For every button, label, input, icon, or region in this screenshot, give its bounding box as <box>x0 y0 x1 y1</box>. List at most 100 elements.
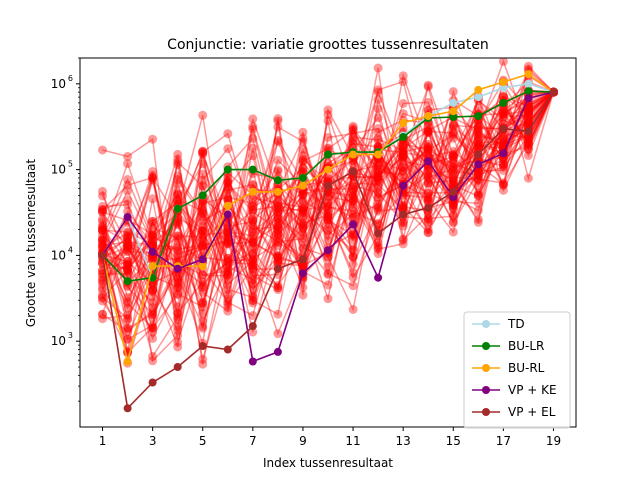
background-run-point <box>248 202 258 212</box>
background-run-point <box>473 127 483 137</box>
background-run-point <box>523 139 533 149</box>
background-run-point <box>498 133 508 143</box>
background-run-line <box>101 91 555 303</box>
background-run-point <box>123 265 133 275</box>
background-run-point <box>248 259 258 269</box>
y-tick-exponent: 6 <box>68 74 73 83</box>
background-run-point <box>123 242 133 252</box>
background-run-point <box>173 242 183 252</box>
chart-title: Conjunctie: variatie groottes tussenresu… <box>167 37 489 53</box>
background-run-point <box>223 284 233 294</box>
background-run-point <box>423 172 433 182</box>
background-run-point <box>123 237 133 247</box>
x-tick-label: 7 <box>249 434 257 448</box>
background-run-point <box>473 198 483 208</box>
background-run-point <box>423 178 433 188</box>
background-run-point <box>473 174 483 184</box>
background-run-point <box>423 188 433 198</box>
background-run-point <box>98 222 107 232</box>
background-run-point <box>373 172 383 182</box>
background-run-point <box>298 127 308 137</box>
background-run-point <box>98 234 107 243</box>
background-run-point <box>173 190 183 200</box>
background-run-point <box>448 159 458 168</box>
background-run-point <box>248 260 258 270</box>
series-point <box>499 98 508 107</box>
background-run-point <box>273 198 283 208</box>
background-run-point <box>473 217 483 227</box>
background-run-point <box>298 206 308 216</box>
background-run-point <box>398 109 408 119</box>
background-run-point <box>498 107 508 117</box>
background-run-point <box>298 154 308 164</box>
series-point <box>499 124 508 133</box>
background-run-point <box>173 337 183 347</box>
series-point <box>524 127 533 136</box>
background-run-point <box>198 226 208 236</box>
background-run-point <box>523 114 533 124</box>
background-run-point <box>323 212 333 222</box>
background-run-point <box>298 196 308 205</box>
background-run-point <box>198 208 208 218</box>
background-run-point <box>148 320 158 330</box>
background-run-point <box>448 210 458 220</box>
background-run-point <box>273 114 283 124</box>
background-run-point <box>348 187 358 197</box>
background-run-point <box>448 133 458 143</box>
background-run-point <box>123 310 133 320</box>
background-run-point <box>173 322 183 332</box>
background-run-point <box>98 309 107 319</box>
background-run-point <box>248 261 258 271</box>
background-run-point <box>323 280 333 290</box>
background-run-point <box>398 142 408 151</box>
background-run-point <box>523 110 533 120</box>
background-run-point <box>123 313 133 323</box>
background-run-point <box>323 206 333 216</box>
background-run-point <box>498 138 508 147</box>
background-run-point <box>173 195 183 205</box>
background-run-point <box>148 255 158 265</box>
background-run-point <box>98 279 107 289</box>
background-run-point <box>248 254 258 264</box>
background-run-point <box>273 329 283 339</box>
series-point <box>173 264 182 273</box>
background-run-point <box>248 311 258 320</box>
background-run-point <box>98 223 107 233</box>
background-run-point <box>173 246 183 256</box>
series-point <box>98 251 107 260</box>
background-run-point <box>523 107 533 117</box>
background-run-point <box>248 275 258 285</box>
background-run-point <box>498 133 508 143</box>
legend-box <box>463 311 571 429</box>
background-run-point <box>348 159 358 169</box>
background-run-point <box>398 146 408 156</box>
background-run-point <box>323 209 333 218</box>
background-run-point <box>298 204 308 214</box>
x-tick-label: 5 <box>199 434 207 448</box>
background-run-point <box>98 207 107 217</box>
background-run-point <box>398 201 408 211</box>
background-run-point <box>248 133 258 143</box>
background-run-point <box>173 282 183 292</box>
background-run-point <box>248 198 258 208</box>
background-run-line <box>101 91 555 281</box>
series-point <box>148 262 157 271</box>
legend-swatch-marker <box>482 386 490 394</box>
background-run-point <box>523 133 533 143</box>
background-run-point <box>423 210 433 220</box>
background-run-point <box>148 223 158 233</box>
x-tick-label: 13 <box>396 434 411 448</box>
background-run-point <box>223 257 233 267</box>
background-run-point <box>98 243 107 253</box>
background-run-point <box>423 194 433 203</box>
series-point <box>223 201 232 210</box>
background-run-point <box>223 178 233 188</box>
background-run-point <box>223 270 233 280</box>
background-run-point <box>348 244 358 254</box>
background-run-point <box>423 171 433 180</box>
background-run-point <box>373 158 383 168</box>
background-run-point <box>223 194 233 204</box>
background-run-point <box>123 228 133 238</box>
background-run-point <box>223 290 233 300</box>
background-run-point <box>98 283 107 293</box>
